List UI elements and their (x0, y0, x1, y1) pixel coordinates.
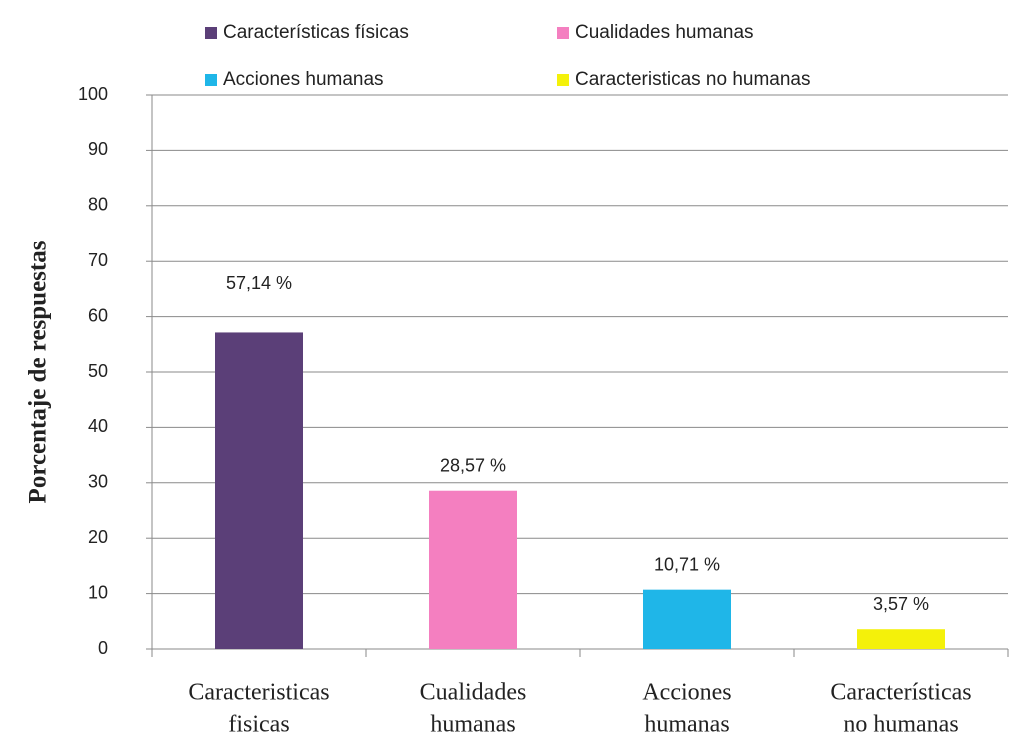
legend-label: Acciones humanas (223, 69, 384, 90)
y-tick-label: 90 (88, 139, 108, 159)
legend-swatch (205, 27, 217, 39)
legend-swatch (557, 27, 569, 39)
y-tick-label: 50 (88, 361, 108, 381)
x-tick-label: Acciones (642, 680, 731, 706)
y-tick-label: 80 (88, 195, 108, 215)
y-tick-label: 60 (88, 305, 108, 325)
bar (643, 589, 731, 649)
x-tick-label: Cualidades (420, 680, 527, 706)
x-tick-label: humanas (430, 712, 515, 738)
bar (857, 629, 945, 649)
y-tick-label: 30 (88, 472, 108, 492)
x-tick-label: fisicas (228, 712, 289, 738)
y-axis-label: Porcentaje de respuestas (25, 240, 52, 503)
bar (429, 490, 517, 649)
data-label: 10,71 % (654, 554, 720, 574)
y-tick-label: 10 (88, 582, 108, 602)
legend-swatch (557, 74, 569, 86)
legend-label: Características físicas (223, 22, 409, 43)
x-tick-label: Características (830, 680, 971, 706)
x-tick-label: no humanas (843, 712, 958, 738)
data-label: 57,14 % (226, 273, 292, 293)
x-tick-label: humanas (644, 712, 729, 738)
y-tick-label: 70 (88, 250, 108, 270)
data-label: 3,57 % (873, 594, 929, 614)
y-tick-label: 100 (78, 84, 108, 104)
legend-label: Caracteristicas no humanas (575, 69, 811, 90)
y-tick-label: 20 (88, 527, 108, 547)
bar (215, 332, 303, 649)
legend-label: Cualidades humanas (575, 22, 754, 43)
y-tick-label: 40 (88, 416, 108, 436)
legend-swatch (205, 74, 217, 86)
x-tick-label: Caracteristicas (188, 680, 329, 706)
y-tick-label: 0 (98, 638, 108, 658)
data-label: 28,57 % (440, 455, 506, 475)
